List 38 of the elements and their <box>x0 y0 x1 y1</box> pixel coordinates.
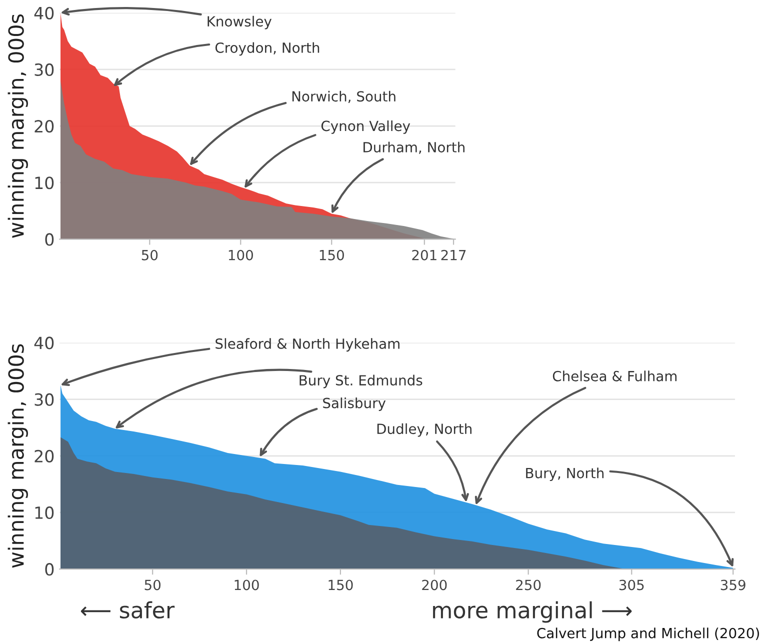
text: more marginal ⟶ <box>433 601 632 623</box>
y-tick-label: 30 <box>34 393 54 406</box>
y-tick-label: 10 <box>35 176 54 190</box>
annotation: Bury St. Edmunds <box>300 374 422 388</box>
y-tick-label: 20 <box>34 450 54 462</box>
y-tick-label: 40 <box>34 336 54 350</box>
y-axis-title: winning margin, 000s <box>8 344 28 568</box>
x-tick-label: 100 <box>234 580 259 590</box>
annotation: Knowsley <box>208 16 272 30</box>
text: ⟵ safer <box>80 601 175 619</box>
y-tick-label: 30 <box>34 63 54 76</box>
x-tick-label: 305 <box>619 580 644 590</box>
y-axis-title: winning margin, 000s <box>8 14 28 238</box>
x-tick-label: 100 <box>228 250 253 260</box>
annotation: Croydon, North <box>215 42 320 56</box>
x-tick-label: 217 <box>441 250 466 260</box>
y-tick-label: 20 <box>34 120 54 133</box>
annotation: Sleaford & North Hykeham <box>216 338 400 352</box>
annotation: Chelsea & Fulham <box>552 370 677 382</box>
y-tick-label: 0 <box>45 563 54 576</box>
x-tick-label: 50 <box>144 580 160 590</box>
annotation: Durham, North <box>364 142 464 154</box>
y-tick-label: 10 <box>35 506 54 520</box>
annotation: Cynon Valley <box>321 120 410 134</box>
x-tick-label: 200 <box>422 580 447 590</box>
x-tick-label: 150 <box>328 580 353 590</box>
x-tick-label: 201 <box>412 250 436 260</box>
annotation: Dudley, North <box>377 423 472 437</box>
x-tick-label: 250 <box>516 580 541 590</box>
annotation: Bury, North <box>526 468 604 482</box>
y-tick-label: 40 <box>34 6 54 20</box>
annotation: Norwich, South <box>292 90 396 104</box>
x-tick-label: 50 <box>142 250 158 260</box>
x-tick-label: 150 <box>320 250 344 260</box>
annotation: Salisbury <box>323 398 386 411</box>
x-tick-label: 359 <box>720 580 746 590</box>
text: Calvert Jump and Michell (2020) <box>537 628 759 642</box>
y-tick-label: 0 <box>45 233 54 246</box>
